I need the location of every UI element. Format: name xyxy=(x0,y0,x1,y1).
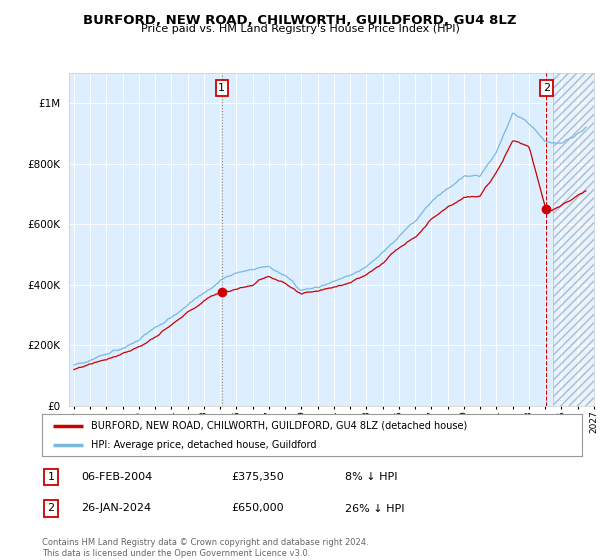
Text: £650,000: £650,000 xyxy=(231,503,284,514)
Text: BURFORD, NEW ROAD, CHILWORTH, GUILDFORD, GU4 8LZ (detached house): BURFORD, NEW ROAD, CHILWORTH, GUILDFORD,… xyxy=(91,421,467,431)
Text: 1: 1 xyxy=(47,472,55,482)
Text: 1: 1 xyxy=(218,83,225,93)
Text: 2: 2 xyxy=(543,83,550,93)
Text: Contains HM Land Registry data © Crown copyright and database right 2024.
This d: Contains HM Land Registry data © Crown c… xyxy=(42,538,368,558)
Text: 2: 2 xyxy=(47,503,55,514)
Text: Price paid vs. HM Land Registry's House Price Index (HPI): Price paid vs. HM Land Registry's House … xyxy=(140,24,460,34)
Text: 8% ↓ HPI: 8% ↓ HPI xyxy=(345,472,398,482)
Text: 26% ↓ HPI: 26% ↓ HPI xyxy=(345,503,404,514)
Text: 26-JAN-2024: 26-JAN-2024 xyxy=(81,503,151,514)
Text: HPI: Average price, detached house, Guildford: HPI: Average price, detached house, Guil… xyxy=(91,440,316,450)
Text: £375,350: £375,350 xyxy=(231,472,284,482)
Text: BURFORD, NEW ROAD, CHILWORTH, GUILDFORD, GU4 8LZ: BURFORD, NEW ROAD, CHILWORTH, GUILDFORD,… xyxy=(83,14,517,27)
Text: 06-FEB-2004: 06-FEB-2004 xyxy=(81,472,152,482)
